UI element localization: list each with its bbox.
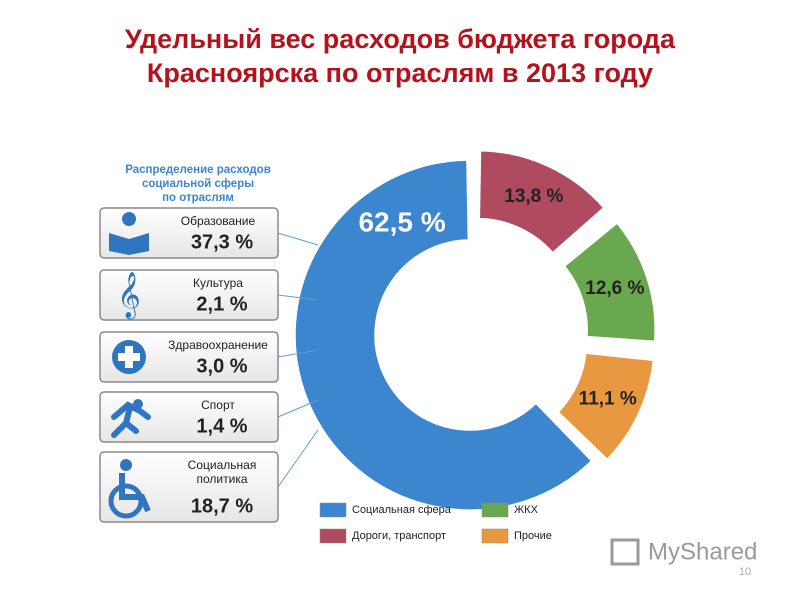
panel-title-line: Распределение расходов [125, 164, 271, 176]
chart-title: Удельный вес расходов бюджета города Кра… [124, 24, 676, 88]
icon-part [119, 473, 151, 513]
legend-swatch [319, 528, 347, 544]
legend-label: Социальная сфера [352, 504, 452, 516]
panel-value: 2,1 % [196, 293, 247, 315]
panel-title-line: социальной сферы [142, 178, 254, 190]
value-label: 62,5 % [358, 207, 445, 238]
legend-label: ЖКХ [514, 504, 539, 516]
icon [108, 459, 151, 519]
panel-label-line: политика [197, 472, 248, 486]
connector [277, 294, 319, 301]
panel-label: Социальная политика [188, 458, 257, 486]
panel-title-line: по отраслям [162, 192, 234, 204]
legend-swatch [481, 502, 509, 518]
panel-label: Образование [181, 214, 256, 228]
connector [277, 232, 319, 246]
legend-label: Прочие [514, 530, 552, 542]
icon [112, 340, 146, 374]
panel-label: Здравоохранение [168, 338, 268, 352]
pie-slice [563, 222, 656, 343]
panel-label: Культура [193, 276, 243, 290]
legend-swatch [481, 528, 509, 544]
connector [277, 429, 319, 488]
icon-part [120, 459, 132, 471]
icon [111, 399, 151, 438]
panel-value: 18,7 % [191, 495, 253, 517]
page-number: 10 [739, 566, 751, 578]
value-label: 13,8 % [504, 186, 563, 207]
icon-part: 𝄞 [117, 272, 141, 320]
legend-label: Дороги, транспорт [352, 530, 446, 542]
value-label: 12,6 % [585, 278, 644, 299]
watermark: MyShared [648, 538, 757, 565]
panel-value: 3,0 % [196, 355, 247, 377]
value-label: 11,1 % [579, 388, 637, 409]
panel-value: 1,4 % [196, 415, 247, 437]
connector [277, 349, 319, 358]
panel-value: 37,3 % [191, 231, 253, 253]
pie-slice [478, 149, 605, 254]
icon [109, 212, 149, 255]
icon: 𝄞 [117, 272, 141, 320]
watermark-icon [610, 538, 640, 566]
icon-part [118, 346, 140, 368]
pie-slice [294, 159, 593, 511]
pie-slice [557, 352, 655, 461]
connector [277, 399, 319, 418]
icon-part [122, 212, 136, 226]
legend-swatch [319, 502, 347, 518]
panel-box [99, 331, 279, 383]
icon-part [111, 401, 151, 438]
panel-title: Распределение расходов социальной сферы по… [125, 164, 271, 204]
panel-label: Спорт [201, 398, 235, 412]
panel-label-line: Социальная [188, 458, 257, 472]
panel-box [99, 269, 279, 321]
panel-box [99, 391, 279, 443]
icon-part [109, 233, 149, 255]
